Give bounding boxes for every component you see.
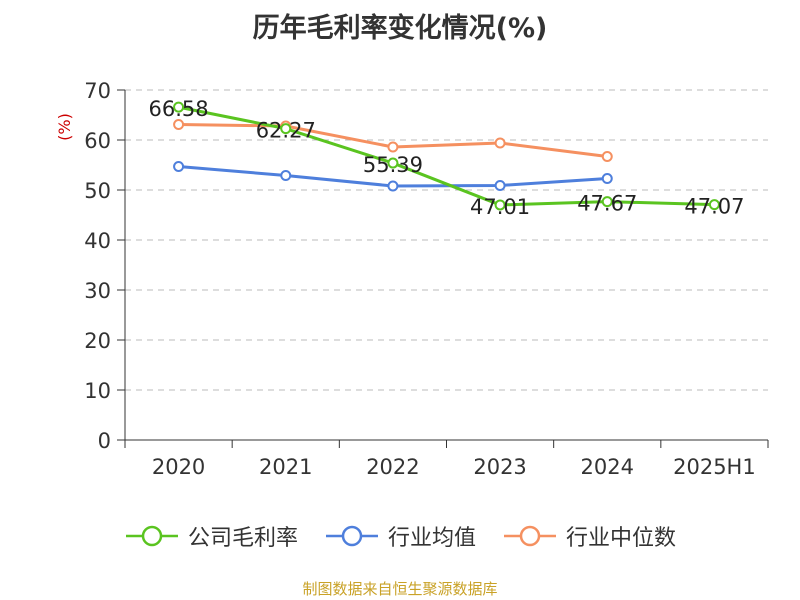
- x-tick-label: 2025H1: [673, 455, 756, 479]
- data-label: 47.07: [684, 195, 744, 219]
- series-line: [178, 105, 715, 207]
- x-tick-label: 2020: [152, 455, 205, 479]
- y-tick-label: 50: [84, 179, 111, 203]
- y-tick-label: 20: [84, 329, 111, 353]
- y-tick-label: 30: [84, 279, 111, 303]
- legend-item-company[interactable]: 公司毛利率: [124, 520, 298, 552]
- y-tick-label: 40: [84, 229, 111, 253]
- series-lines: [173, 101, 720, 211]
- axes: 0 10 20 30 40 50 60 70 2020 2021 2022 2023 2024 2025H…: [84, 79, 769, 479]
- data-point: [173, 161, 185, 172]
- x-tick-label: 2024: [581, 455, 634, 479]
- data-point: [494, 180, 506, 191]
- legend-label: 行业均值: [387, 526, 476, 551]
- legend-item-industry-median[interactable]: 行业中位数: [502, 520, 676, 552]
- y-tick-label: 10: [84, 379, 111, 403]
- data-point: [387, 141, 399, 153]
- legend-marker-icon: [125, 525, 178, 547]
- data-point: [280, 123, 292, 135]
- x-tick-label: 2023: [473, 455, 526, 479]
- data-point: [387, 157, 399, 169]
- data-label: 47.01: [470, 195, 530, 219]
- data-point: [387, 180, 399, 192]
- legend-marker-icon: [325, 525, 378, 547]
- y-axis-label: (%): [55, 113, 74, 141]
- x-tick-label: 2022: [366, 455, 419, 479]
- data-point: [601, 173, 613, 184]
- x-tick-label: 2021: [259, 455, 312, 479]
- legend-item-industry-mean[interactable]: 行业均值: [324, 520, 476, 552]
- data-point: [494, 199, 506, 211]
- data-label: 55.39: [363, 153, 423, 177]
- legend-label: 行业中位数: [566, 526, 677, 551]
- y-tick-label: 60: [84, 129, 111, 153]
- data-label: 66.58: [149, 97, 209, 121]
- y-tick-label: 0: [98, 429, 111, 453]
- data-point: [173, 101, 185, 113]
- data-label: 47.67: [577, 192, 637, 216]
- chart-title: 历年毛利率变化情况(%): [252, 13, 548, 44]
- source-note: 制图数据来自恒生聚源数据库: [302, 580, 498, 598]
- legend-label: 公司毛利率: [187, 526, 298, 551]
- legend: 公司毛利率 行业均值 行业中位数: [0, 520, 800, 552]
- data-point: [601, 196, 613, 208]
- data-point: [601, 151, 613, 162]
- data-point: [280, 170, 292, 181]
- data-point: [708, 199, 720, 211]
- data-label: 62.27: [256, 119, 316, 143]
- data-point: [494, 137, 506, 149]
- grid-lines: [125, 89, 768, 391]
- data-point: [173, 119, 185, 130]
- legend-marker-icon: [504, 525, 556, 547]
- y-tick-label: 70: [84, 79, 111, 103]
- data-labels: 66.58 62.27 55.39 47.01 47.67 47.07: [149, 97, 745, 219]
